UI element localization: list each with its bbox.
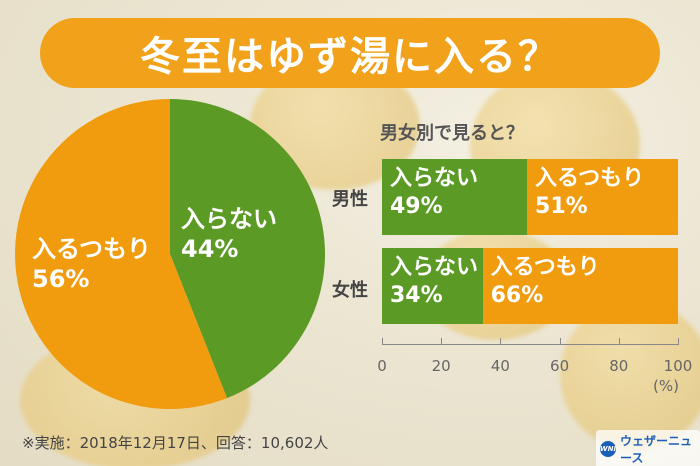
x-tick-mark [559,338,561,345]
pie-label-enter-text: 入るつもり [32,235,152,263]
pie-label-enter: 入るつもり 56% [32,234,151,294]
bar-segment-value: 66% [490,283,544,308]
footnote: ※実施：2018年12月17日、回答：10,602人 [22,434,329,452]
row-label-male: 男性 [332,189,368,210]
pie-slice-not-enter [170,99,325,399]
logo-mark: WNI [600,441,616,457]
x-tick-label: 20 [431,357,451,375]
bar-segment-value: 49% [390,194,443,219]
bar-male-not-enter: 入らない 49% [382,159,528,235]
x-tick-label: 80 [609,357,629,375]
x-axis-unit: (%) [653,377,679,395]
bar-female-enter: 入るつもり 66% [482,248,678,324]
bar-segment-value: 34% [390,283,443,308]
bar-male-enter: 入るつもり 51% [527,159,678,235]
pie-chart [15,99,325,410]
x-tick-mark [441,338,443,345]
title-banner: 冬至はゆず湯に入る？ [40,18,660,88]
chart-title: 冬至はゆず湯に入る？ [140,34,560,80]
x-tick-label: 60 [550,357,570,375]
bar-segment-label: 入らない [390,255,479,280]
row-label-female: 女性 [332,280,368,301]
pie-label-not-enter-pct: 44% [181,235,239,263]
x-tick-label: 40 [490,357,510,375]
pie-label-not-enter-text: 入らない [181,205,277,233]
x-axis-line [382,344,678,345]
logo-text: ウェザーニュース [620,434,693,465]
background-citrus [560,300,700,450]
x-tick-mark [382,338,383,345]
x-tick-mark [678,338,679,345]
weathernews-logo: WNI ウェザーニュース [596,430,700,466]
bar-segment-label: 入るつもり [490,255,600,280]
pie-label-enter-pct: 56% [32,265,90,293]
bar-segment-label: 入るつもり [535,166,645,191]
pie-label-not-enter: 入らない 44% [181,204,277,264]
bar-segment-value: 51% [535,194,588,219]
bar-chart-subheading: 男女別で見ると？ [380,123,524,144]
pie-slice-enter [15,99,228,410]
x-tick-label: 100 [663,357,693,375]
x-tick-mark [500,338,502,345]
x-tick-label: 0 [377,357,387,375]
x-tick-mark [618,338,620,345]
bar-segment-label: 入らない [390,166,479,191]
bar-female-not-enter: 入らない 34% [382,248,483,324]
